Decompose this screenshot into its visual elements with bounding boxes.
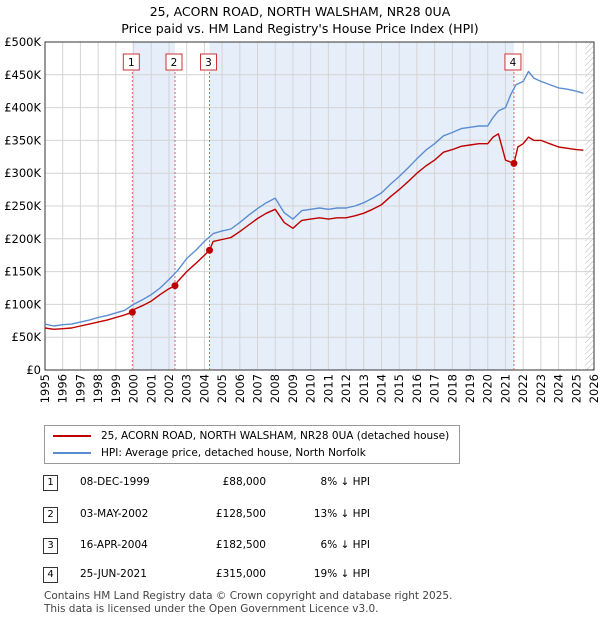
x-tick-label: 1999: [109, 374, 123, 403]
y-tick-label: £200K: [4, 232, 41, 246]
x-tick-label: 2002: [162, 374, 176, 403]
sale-number-label: 3: [205, 57, 212, 69]
y-tick-label: £300K: [4, 166, 41, 180]
x-tick-label: 1996: [56, 374, 70, 403]
sale-number-box: [165, 53, 183, 71]
x-tick-label: 2023: [534, 374, 548, 403]
x-tick-label: 2005: [215, 374, 229, 403]
transaction-row: 3 16-APR-2004 £182,500 6% ↓ HPI: [0, 538, 600, 558]
legend-swatch-hpi: [53, 452, 91, 454]
transaction-price: £182,500: [215, 539, 266, 551]
y-tick-label: £350K: [4, 133, 41, 147]
y-tick-label: £100K: [4, 297, 41, 311]
x-tick-label: 2009: [286, 374, 300, 403]
x-tick-label: 2026: [587, 374, 600, 403]
transaction-hpi-diff: 8% ↓ HPI: [320, 476, 370, 488]
sale-number-box: [200, 53, 218, 71]
sale-point: [128, 308, 136, 316]
sale-number-box: [504, 53, 522, 71]
transaction-number: 1: [43, 475, 58, 491]
transaction-hpi-diff: 19% ↓ HPI: [313, 568, 370, 580]
x-tick-label: 2017: [428, 374, 442, 403]
transaction-price: £315,000: [215, 568, 266, 580]
x-tick-label: 2000: [127, 374, 141, 403]
x-tick-label: 1997: [73, 374, 87, 403]
transaction-number: 2: [43, 507, 58, 523]
transaction-hpi-diff: 6% ↓ HPI: [320, 539, 370, 551]
hpi-series-line: [44, 70, 584, 327]
sale-point: [510, 159, 518, 167]
sale-number-label: 1: [128, 57, 135, 69]
legend: 25, ACORN ROAD, NORTH WALSHAM, NR28 0UA …: [44, 425, 460, 464]
x-tick-label: 2018: [445, 374, 459, 403]
x-tick-label: 2016: [410, 374, 424, 403]
x-tick-label: 2007: [251, 374, 265, 403]
x-tick-label: 2004: [197, 374, 211, 403]
footer-licence: This data is licensed under the Open Gov…: [44, 603, 379, 615]
y-tick-label: £500K: [4, 35, 41, 49]
y-tick-label: £450K: [4, 68, 41, 82]
x-tick-label: 2021: [498, 374, 512, 403]
x-tick-label: 2022: [516, 374, 530, 403]
x-tick-label: 2019: [463, 374, 477, 403]
legend-item-property: 25, ACORN ROAD, NORTH WALSHAM, NR28 0UA …: [53, 428, 449, 444]
x-tick-label: 2001: [144, 374, 158, 403]
transaction-hpi-diff: 13% ↓ HPI: [313, 508, 370, 520]
x-tick-label: 1995: [38, 374, 52, 403]
x-tick-label: 2012: [339, 374, 353, 403]
transaction-row: 1 08-DEC-1999 £88,000 8% ↓ HPI: [0, 475, 600, 495]
y-tick-label: £0: [26, 363, 41, 377]
transaction-price: £88,000: [222, 476, 266, 488]
x-tick-label: 2020: [481, 374, 495, 403]
y-tick-label: £150K: [4, 265, 41, 279]
transaction-date: 08-DEC-1999: [80, 476, 150, 488]
x-tick-label: 2008: [268, 374, 282, 403]
x-tick-label: 2006: [233, 374, 247, 403]
y-tick-label: £50K: [12, 330, 42, 344]
x-tick-label: 2010: [304, 374, 318, 403]
transaction-number: 3: [43, 538, 58, 554]
sale-point: [171, 282, 179, 290]
property-series-line: [44, 133, 584, 330]
x-tick-label: 2024: [552, 374, 566, 403]
transaction-date: 25-JUN-2021: [80, 568, 147, 580]
legend-label-property: 25, ACORN ROAD, NORTH WALSHAM, NR28 0UA …: [101, 430, 450, 442]
x-tick-label: 2013: [357, 374, 371, 403]
chart-subtitle: Price paid vs. HM Land Registry's House …: [121, 21, 479, 36]
chart-title: 25, ACORN ROAD, NORTH WALSHAM, NR28 0UA: [149, 4, 451, 19]
sale-number-label: 4: [510, 57, 517, 69]
footer-copyright: Contains HM Land Registry data © Crown c…: [44, 590, 453, 602]
transaction-number: 4: [43, 567, 58, 583]
x-tick-label: 2014: [374, 374, 388, 403]
y-tick-label: £250K: [4, 199, 41, 213]
transaction-date: 03-MAY-2002: [80, 508, 149, 520]
sale-point: [206, 246, 214, 254]
price-chart: £0 £50K £100K £150K £200K £250K £300K £350K £400…: [4, 35, 600, 403]
legend-item-hpi: HPI: Average price, detached house, Nort…: [53, 445, 366, 461]
sale-number-box: [122, 53, 140, 71]
legend-swatch-property: [53, 435, 91, 437]
transaction-date: 16-APR-2004: [80, 539, 148, 551]
y-tick-label: £400K: [4, 101, 41, 115]
x-tick-label: 2025: [569, 374, 583, 403]
plot-border: [44, 41, 595, 371]
legend-label-hpi: HPI: Average price, detached house, Nort…: [101, 447, 366, 459]
transaction-row: 4 25-JUN-2021 £315,000 19% ↓ HPI: [0, 567, 600, 587]
x-tick-label: 2015: [392, 374, 406, 403]
sale-number-label: 2: [171, 57, 178, 69]
x-tick-label: 2011: [321, 374, 335, 403]
transaction-price: £128,500: [215, 508, 266, 520]
x-tick-label: 2003: [180, 374, 194, 403]
x-tick-label: 1998: [91, 374, 105, 403]
transaction-row: 2 03-MAY-2002 £128,500 13% ↓ HPI: [0, 507, 600, 527]
